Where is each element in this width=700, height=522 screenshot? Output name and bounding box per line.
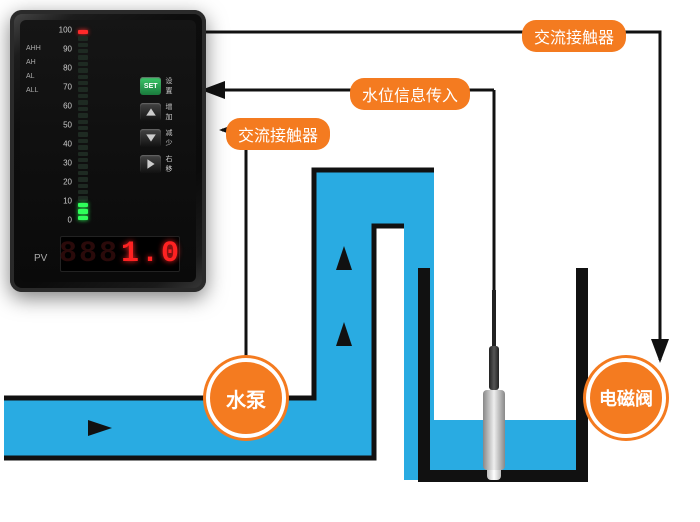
shift-button[interactable]: [140, 155, 161, 173]
meter-device: AHHAHALALL 0102030405060708090100 SET设置 …: [10, 10, 206, 292]
bargraph: [78, 30, 88, 220]
alarm-labels: AHHAHALALL: [26, 42, 44, 98]
bargraph-scale: 0102030405060708090100: [44, 30, 72, 220]
set-button[interactable]: SET: [140, 77, 161, 95]
up-button[interactable]: [140, 103, 161, 121]
pv-label: PV: [34, 253, 47, 264]
down-button[interactable]: [140, 129, 161, 147]
level-sensor: [483, 290, 505, 480]
meter-buttons: SET设置 增加 减少 右移: [140, 76, 178, 174]
digital-display: 8881.0: [60, 236, 180, 272]
